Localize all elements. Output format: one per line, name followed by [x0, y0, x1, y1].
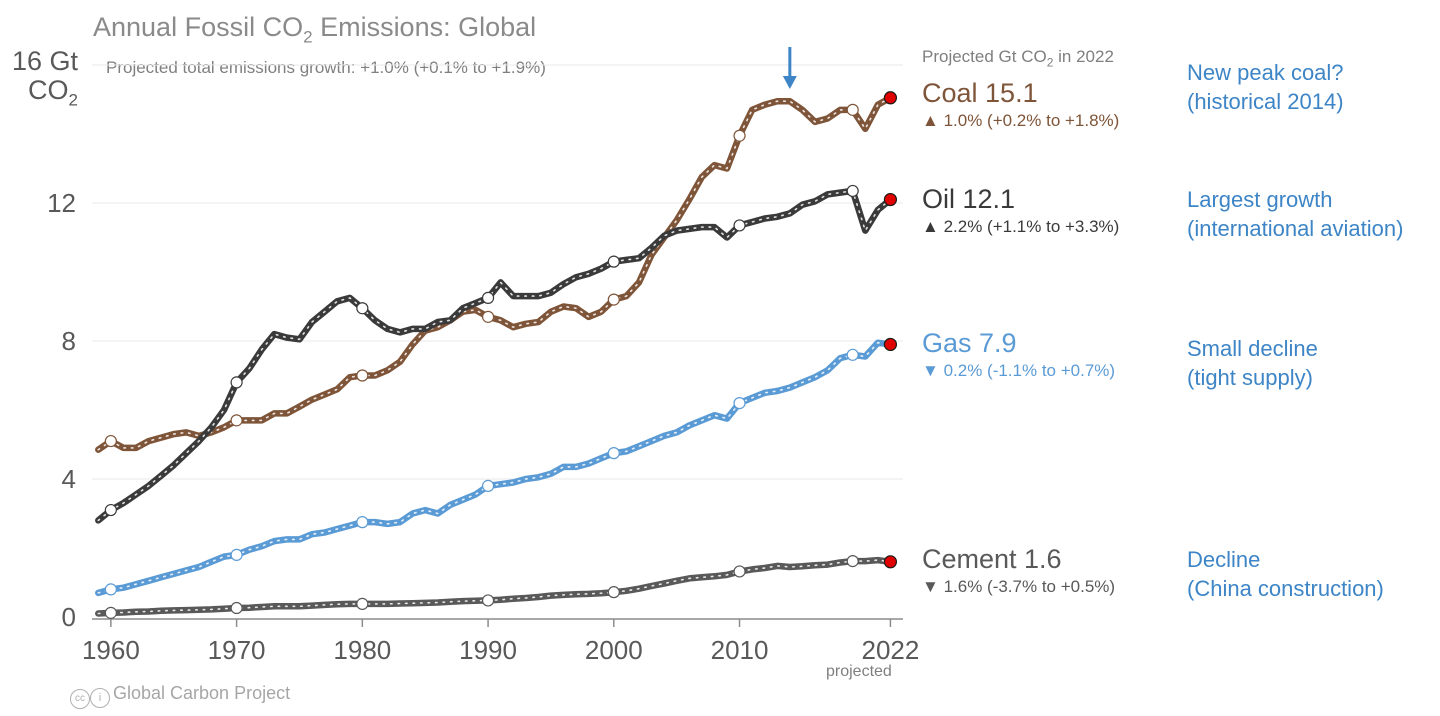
up-triangle-icon: ▲	[922, 111, 939, 130]
data-point-gas-1960	[104, 583, 117, 596]
down-triangle-icon: ▼	[922, 577, 939, 596]
data-point-gas-2019	[846, 348, 859, 361]
legend-cement-name: Cement 1.6	[922, 544, 1062, 574]
y-axis-unit-label: 16 Gt CO2	[11, 46, 78, 110]
series-lines	[95, 94, 894, 617]
series-line-gas	[95, 339, 894, 597]
legend-oil-change: 2.2% (+1.1% to +3.3%)	[943, 217, 1120, 236]
data-point-oil-2010	[733, 219, 746, 232]
legend-coal-change: 1.0% (+0.2% to +1.8%)	[943, 111, 1120, 130]
data-point-cement-1990	[481, 594, 495, 607]
series-line-coal	[95, 94, 894, 453]
down-triangle-icon: ▼	[922, 361, 939, 380]
footer-text: Global Carbon Project	[113, 683, 291, 703]
footer-credit: cc i Global Carbon Project	[70, 683, 290, 709]
projected-point-oil	[883, 192, 898, 207]
data-point-cement-1960	[104, 606, 117, 619]
data-point-cement-1970	[230, 601, 243, 615]
data-point-coal-2019	[846, 103, 859, 116]
data-point-coal-1980	[356, 369, 369, 382]
data-point-oil-1980	[356, 302, 369, 315]
legend-entry-oil: Oil 12.1 ▲ 2.2% (+1.1% to +3.3%)	[922, 184, 1119, 237]
data-point-cement-1980	[356, 597, 369, 610]
series-line-dots-gas	[97, 341, 892, 594]
legend-gas-change: 0.2% (-1.1% to +0.7%)	[943, 361, 1116, 380]
x-tick-label: 2000	[585, 635, 643, 665]
data-point-oil-1960	[104, 503, 117, 517]
chart-title: Annual Fossil CO2 Emissions: Global	[93, 12, 537, 47]
series-line-dots-oil	[97, 190, 892, 522]
data-point-gas-1970	[230, 548, 243, 562]
data-point-oil-1990	[481, 291, 495, 304]
series-line-dots-coal	[97, 97, 892, 451]
x-tick-label: 1970	[208, 635, 266, 665]
data-point-oil-2019	[846, 184, 859, 198]
data-point-coal-1970	[230, 414, 243, 427]
y-tick-label: 4	[62, 464, 76, 494]
legend-cement-change: 1.6% (-3.7% to +0.5%)	[943, 577, 1116, 596]
attribution-icon: i	[90, 688, 110, 708]
note-oil: Largest growth (international aviation)	[1187, 187, 1404, 241]
data-point-cement-2019	[846, 555, 859, 568]
series-line-cement	[95, 556, 894, 617]
data-point-coal-2010	[733, 129, 746, 142]
y-tick-label: 8	[62, 326, 76, 356]
data-point-gas-2000	[607, 447, 620, 460]
up-triangle-icon: ▲	[922, 217, 939, 236]
x-tick-label: 2022	[862, 635, 920, 665]
legend-coal-name: Coal 15.1	[922, 78, 1038, 108]
annotations	[782, 47, 797, 89]
y-tick-label: 12	[47, 188, 76, 218]
note-coal: New peak coal? (historical 2014)	[1187, 60, 1344, 114]
data-point-gas-1980	[356, 516, 369, 529]
data-markers	[104, 91, 898, 619]
x-tick-label: 1960	[82, 635, 140, 665]
series-line-oil	[95, 187, 894, 524]
data-point-oil-1970	[230, 376, 243, 389]
data-point-coal-1990	[481, 310, 495, 323]
data-point-oil-2000	[607, 255, 620, 268]
axes: 0 4 8 12 1960 1970 1980 1990 2000 2010 2022	[47, 188, 919, 665]
legend-entry-gas: Gas 7.9 ▼ 0.2% (-1.1% to +0.7%)	[922, 328, 1115, 381]
data-point-coal-1960	[104, 434, 117, 448]
data-point-cement-2010	[733, 565, 746, 578]
down-arrow-icon	[782, 76, 797, 89]
x-tick-label: 1990	[459, 635, 517, 665]
x-tick-label: 2010	[711, 635, 769, 665]
y-tick-label: 0	[62, 602, 76, 632]
x-tick-label: 1980	[333, 635, 391, 665]
projected-point-coal	[883, 91, 898, 105]
gridlines	[92, 64, 903, 480]
legend-entry-coal: Coal 15.1 ▲ 1.0% (+0.2% to +1.8%)	[922, 78, 1119, 131]
projected-point-cement	[883, 555, 898, 569]
chart-subtitle: Projected total emissions growth: +1.0% …	[106, 58, 546, 77]
legend-gas-name: Gas 7.9	[922, 328, 1017, 358]
note-cement: Decline (China construction)	[1187, 547, 1384, 601]
legend-oil-name: Oil 12.1	[922, 184, 1016, 214]
data-point-gas-2010	[733, 397, 746, 410]
cc-by-icon: cc	[70, 689, 90, 709]
x-axis-projected-note: projected	[826, 663, 892, 680]
legend-entry-cement: Cement 1.6 ▼ 1.6% (-3.7% to +0.5%)	[922, 544, 1115, 597]
data-point-gas-1990	[481, 479, 495, 492]
data-point-coal-2000	[607, 293, 620, 306]
note-gas: Small decline (tight supply)	[1187, 336, 1318, 390]
projected-point-gas	[883, 337, 898, 352]
data-point-cement-2000	[607, 586, 620, 599]
projection-header: Projected Gt CO2 in 2022	[922, 47, 1114, 70]
